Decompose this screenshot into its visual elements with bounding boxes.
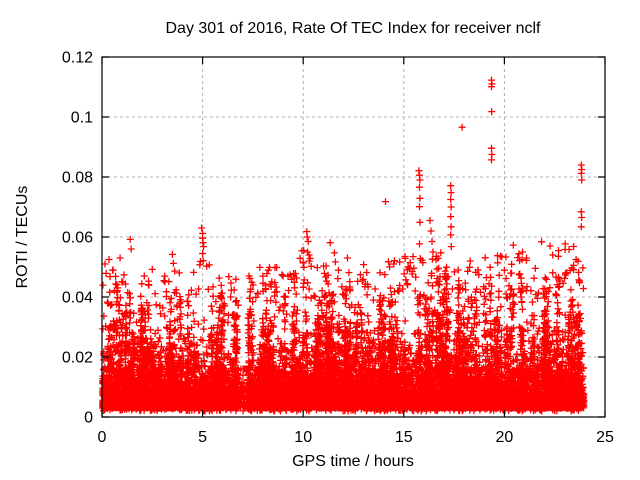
y-tick-labels: 0 0.02 0.04 0.06 0.08 0.1 0.12 — [62, 50, 93, 427]
chart-title: Day 301 of 2016, Rate Of TEC Index for r… — [166, 20, 542, 37]
x-axis-label: GPS time / hours — [292, 453, 414, 470]
x-tick-label: 25 — [596, 429, 614, 446]
x-tick-label: 15 — [395, 429, 413, 446]
data-points — [99, 76, 588, 415]
x-tick-labels: 0 5 10 15 20 25 — [98, 429, 614, 446]
y-tick-label: 0.08 — [62, 170, 93, 187]
axis-ticks — [101, 56, 606, 418]
y-tick-label: 0.06 — [62, 230, 93, 247]
y-tick-label: 0.12 — [62, 50, 93, 67]
x-tick-label: 20 — [496, 429, 514, 446]
x-tick-label: 0 — [98, 429, 107, 446]
y-axis-label: ROTI / TECUs — [14, 186, 31, 289]
x-tick-label: 10 — [294, 429, 312, 446]
y-tick-label: 0.02 — [62, 350, 93, 367]
y-tick-label: 0 — [84, 410, 93, 427]
x-tick-label: 5 — [198, 429, 207, 446]
y-tick-label: 0.1 — [71, 110, 93, 127]
y-tick-label: 0.04 — [62, 290, 93, 307]
